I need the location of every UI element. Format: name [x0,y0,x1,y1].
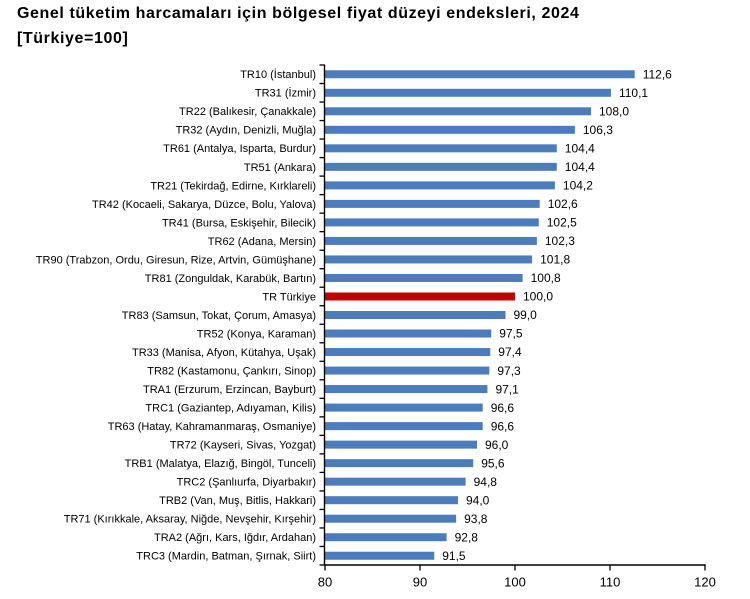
svg-text:TR21 (Tekirdağ, Edirne, Kırkla: TR21 (Tekirdağ, Edirne, Kırklareli) [150,180,316,192]
svg-text:110: 110 [600,575,621,590]
svg-text:TRA2 (Ağrı, Kars, Iğdır, Ardah: TRA2 (Ağrı, Kars, Iğdır, Ardahan) [154,532,316,544]
svg-text:80: 80 [318,575,332,590]
svg-text:96,6: 96,6 [491,419,515,433]
svg-text:120: 120 [694,575,716,590]
svg-text:TRA1 (Erzurum, Erzincan, Baybu: TRA1 (Erzurum, Erzincan, Bayburt) [143,384,316,396]
svg-text:TR62 (Adana, Mersin): TR62 (Adana, Mersin) [208,236,316,248]
svg-text:TR90 (Trabzon, Ordu, Giresun,: TR90 (Trabzon, Ordu, Giresun, Rize, Artv… [36,254,316,266]
svg-text:102,6: 102,6 [548,197,578,211]
svg-text:TR81 (Zonguldak, Karabük, Bart: TR81 (Zonguldak, Karabük, Bartın) [145,273,316,285]
svg-text:104,2: 104,2 [563,179,593,193]
svg-text:TRB2 (Van, Muş, Bitlis, Hakkar: TRB2 (Van, Muş, Bitlis, Hakkari) [159,495,316,507]
svg-text:TR61 (Antalya, Isparta, Burdur: TR61 (Antalya, Isparta, Burdur) [163,143,316,155]
svg-text:104,4: 104,4 [565,160,595,174]
svg-text:TR71 (Kırıkkale, Aksaray, Niğd: TR71 (Kırıkkale, Aksaray, Niğde, Nevşehi… [64,514,316,526]
svg-text:100,8: 100,8 [531,271,561,285]
svg-text:100,0: 100,0 [523,290,553,304]
svg-text:99,0: 99,0 [514,308,538,322]
svg-text:TR22 (Balıkesir, Çanakkale): TR22 (Balıkesir, Çanakkale) [179,106,316,118]
svg-text:94,8: 94,8 [474,475,498,489]
svg-text:TR82 (Kastamonu, Çankırı, Sino: TR82 (Kastamonu, Çankırı, Sinop) [147,365,316,377]
svg-text:90: 90 [413,575,427,590]
svg-text:94,0: 94,0 [466,493,490,507]
svg-text:97,4: 97,4 [498,345,522,359]
svg-text:96,0: 96,0 [485,438,509,452]
svg-text:96,6: 96,6 [491,401,515,415]
svg-text:TR83 (Samsun, Tokat, Çorum, Am: TR83 (Samsun, Tokat, Çorum, Amasya) [122,310,316,322]
svg-text:92,8: 92,8 [455,530,479,544]
svg-text:TRC1 (Gaziantep, Adıyaman, Kil: TRC1 (Gaziantep, Adıyaman, Kilis) [145,402,316,414]
svg-text:TR72 (Kayseri, Sivas, Yozgat): TR72 (Kayseri, Sivas, Yozgat) [170,440,316,452]
svg-text:TR51 (Ankara): TR51 (Ankara) [244,162,316,174]
svg-text:104,4: 104,4 [565,142,595,156]
svg-text:93,8: 93,8 [464,512,488,526]
svg-text:TRC3 (Mardin, Batman, Şırnak,: TRC3 (Mardin, Batman, Şırnak, Siirt) [136,551,316,563]
svg-text:TR10 (İstanbul): TR10 (İstanbul) [240,68,316,81]
svg-text:110,1: 110,1 [619,86,648,100]
svg-text:95,6: 95,6 [481,456,505,470]
svg-text:TRC2 (Şanlıurfa, Diyarbakır): TRC2 (Şanlıurfa, Diyarbakır) [177,477,316,489]
svg-text:101,8: 101,8 [540,253,570,267]
svg-text:102,5: 102,5 [547,216,577,230]
svg-text:112,6: 112,6 [643,67,672,81]
svg-text:TR63 (Hatay, Kahramanmaraş, Os: TR63 (Hatay, Kahramanmaraş, Osmaniye) [108,421,316,433]
svg-text:97,1: 97,1 [495,382,519,396]
svg-text:TR31 (İzmir): TR31 (İzmir) [255,87,316,100]
svg-text:TR42 (Kocaeli, Sakarya, Düzce,: TR42 (Kocaeli, Sakarya, Düzce, Bolu, Yal… [92,199,316,211]
svg-text:TR52 (Konya, Karaman): TR52 (Konya, Karaman) [197,328,316,340]
svg-text:TR41 (Bursa, Eskişehir, Bileci: TR41 (Bursa, Eskişehir, Bilecik) [162,217,316,229]
svg-text:108,0: 108,0 [599,105,629,119]
svg-text:106,3: 106,3 [583,123,613,137]
svg-text:97,5: 97,5 [499,327,523,341]
svg-text:TRB1 (Malatya, Elazığ, Bingöl,: TRB1 (Malatya, Elazığ, Bingöl, Tunceli) [125,458,316,470]
svg-text:TR33 (Manisa, Afyon, Kütahya,: TR33 (Manisa, Afyon, Kütahya, Uşak) [132,347,316,359]
svg-text:TR32 (Aydın, Denizli, Muğla): TR32 (Aydın, Denizli, Muğla) [176,125,316,137]
svg-text:91,5: 91,5 [442,549,466,563]
svg-text:102,3: 102,3 [545,234,575,248]
svg-text:97,3: 97,3 [497,364,521,378]
svg-text:100: 100 [504,575,526,590]
svg-text:TR Türkiye: TR Türkiye [262,291,316,303]
